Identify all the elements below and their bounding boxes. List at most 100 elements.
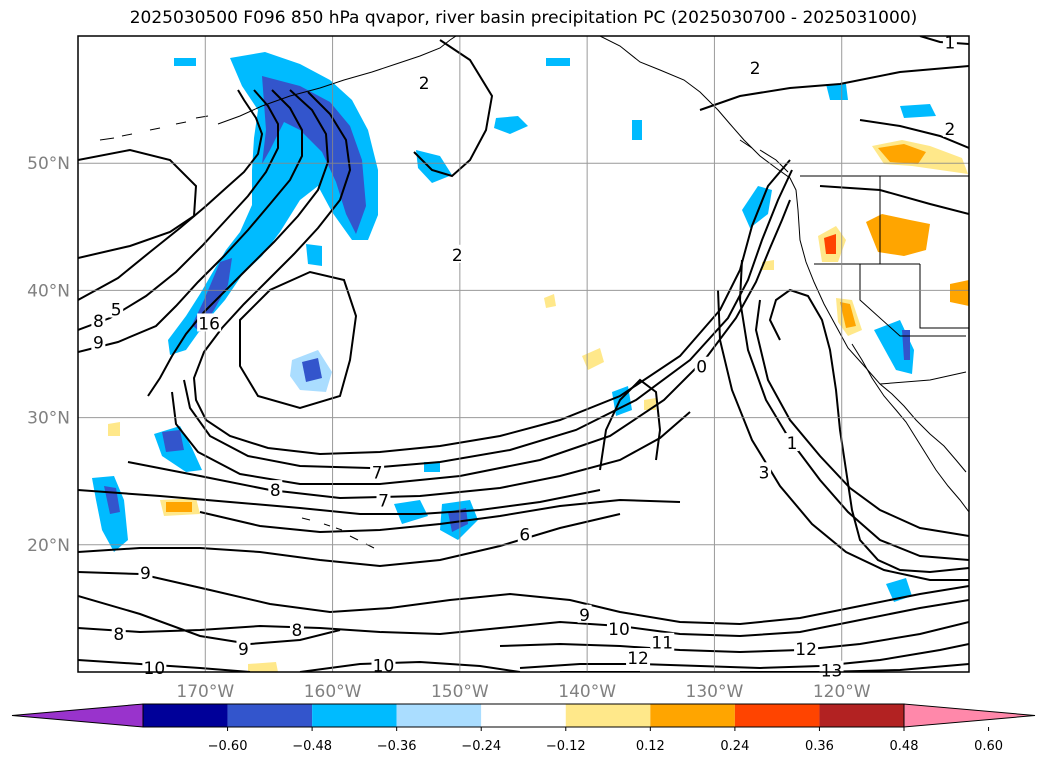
contour-line xyxy=(699,65,969,111)
colorbar-tick-label: −0.36 xyxy=(377,739,417,754)
contour-label-bg xyxy=(91,332,106,351)
contour-label-bg xyxy=(748,57,763,76)
positive-patch xyxy=(824,234,836,254)
lon-tick-label: 140°W xyxy=(558,682,616,702)
alaska-coast xyxy=(217,36,457,125)
contour-label-bg xyxy=(268,480,283,499)
contour-label: 12 xyxy=(627,649,649,669)
contour-label: 8 xyxy=(93,312,104,332)
negative-patch xyxy=(826,84,848,100)
contour-line xyxy=(78,89,279,331)
colorbar-tick-label: −0.60 xyxy=(208,739,248,754)
contour-line xyxy=(919,36,969,45)
contour-label-bg xyxy=(450,244,465,263)
negative-patch xyxy=(174,58,196,66)
contour-line xyxy=(859,119,969,149)
contour-label: 2 xyxy=(452,246,463,266)
positive-patch xyxy=(582,348,604,370)
colorbar-segment xyxy=(819,704,904,727)
contour-line xyxy=(78,513,621,568)
contour-line xyxy=(560,663,969,672)
negative-patch xyxy=(900,104,936,118)
contour-label-bg xyxy=(785,433,800,452)
contour-label-bg xyxy=(91,310,106,329)
positive-patch xyxy=(166,502,192,512)
colorbar: −0.60 −0.48 −0.36 −0.24 −0.12 0.12 0.24 0.36 0.4… xyxy=(11,703,1036,754)
contour-line xyxy=(768,288,969,574)
graticule xyxy=(78,36,969,672)
aleutian-chain xyxy=(99,115,209,141)
negative-patch xyxy=(302,358,322,382)
colorbar-tick-label: 0.60 xyxy=(974,739,1003,754)
strong-negative-core xyxy=(262,76,366,234)
contour-label: 2 xyxy=(419,74,430,94)
contour-line xyxy=(192,91,791,456)
contour-label: 9 xyxy=(579,606,590,626)
contour-line xyxy=(183,169,793,470)
contour-line xyxy=(499,621,969,654)
positive-patch xyxy=(866,214,930,256)
kodiak-detail xyxy=(739,139,789,173)
lat-tick-label: 20°N xyxy=(27,536,70,556)
contour-line xyxy=(78,595,341,646)
lon-tick-label: 150°W xyxy=(431,682,489,702)
contour-label-bg xyxy=(626,648,651,667)
negative-patch xyxy=(494,116,528,134)
contour-line xyxy=(738,259,969,561)
contour-label: 9 xyxy=(93,334,104,354)
contour-line xyxy=(78,599,969,638)
contour-label-bg xyxy=(650,632,675,651)
contour-label: 1 xyxy=(944,33,955,53)
contour-label-bg xyxy=(694,356,709,375)
contour-line xyxy=(78,659,251,672)
lat-tick-label: 30°N xyxy=(27,409,70,429)
colorbar-segment xyxy=(734,704,820,727)
gulf-alaska-coast xyxy=(599,36,967,473)
contour-line xyxy=(78,148,198,259)
contour-label-bg xyxy=(376,490,391,509)
lat-tick-label: 40°N xyxy=(27,281,70,301)
contour-line xyxy=(147,89,330,397)
baja-coast xyxy=(851,343,969,513)
colorbar-tick-label: 0.24 xyxy=(720,739,749,754)
contour-line xyxy=(299,660,521,672)
colorbar-tick-label: −0.48 xyxy=(292,739,332,754)
colorbar-segment xyxy=(565,704,651,727)
lat-tick-label: 50°N xyxy=(27,154,70,174)
lon-tick-label: 130°W xyxy=(686,682,744,702)
contour-label: 2 xyxy=(750,59,761,79)
contour-label: 9 xyxy=(140,564,151,584)
contour-line xyxy=(413,39,494,178)
contour-label-bg xyxy=(517,524,532,543)
map-frame xyxy=(77,35,970,673)
plot-title: 2025030500 F096 850 hPa qvapor, river ba… xyxy=(129,8,918,28)
contour-label: 5 xyxy=(111,300,122,320)
colorbar-segment xyxy=(312,704,397,727)
contour-label: 10 xyxy=(373,657,395,677)
contour-label-bg xyxy=(370,462,385,481)
colorbar-segment xyxy=(396,704,482,727)
contour-label: 3 xyxy=(759,463,770,483)
contour-label: 2 xyxy=(944,120,955,140)
colorbar-extend-high xyxy=(903,703,1036,728)
latitude-tick-labels: 20°N 30°N 40°N 50°N xyxy=(27,154,70,556)
positive-patch xyxy=(950,280,969,306)
contour-label-bg xyxy=(606,618,631,637)
contour-label: 1 xyxy=(787,434,798,454)
contour-label: 12 xyxy=(795,640,817,660)
contour-line xyxy=(199,498,681,534)
qvapor-contours xyxy=(78,36,969,672)
colorbar-segment xyxy=(227,704,313,727)
contour-line xyxy=(819,185,969,215)
contour-label: 0 xyxy=(696,358,707,378)
colorbar-extend-low xyxy=(11,703,144,728)
contour-label-bg xyxy=(942,32,957,51)
contour-label-bg xyxy=(138,562,153,581)
negative-patch xyxy=(742,186,772,228)
negative-patch xyxy=(546,58,570,66)
contour-label-bg xyxy=(757,462,772,481)
lon-tick-label: 170°W xyxy=(176,682,234,702)
negative-patch xyxy=(162,430,184,452)
contour-label: 9 xyxy=(238,640,249,660)
